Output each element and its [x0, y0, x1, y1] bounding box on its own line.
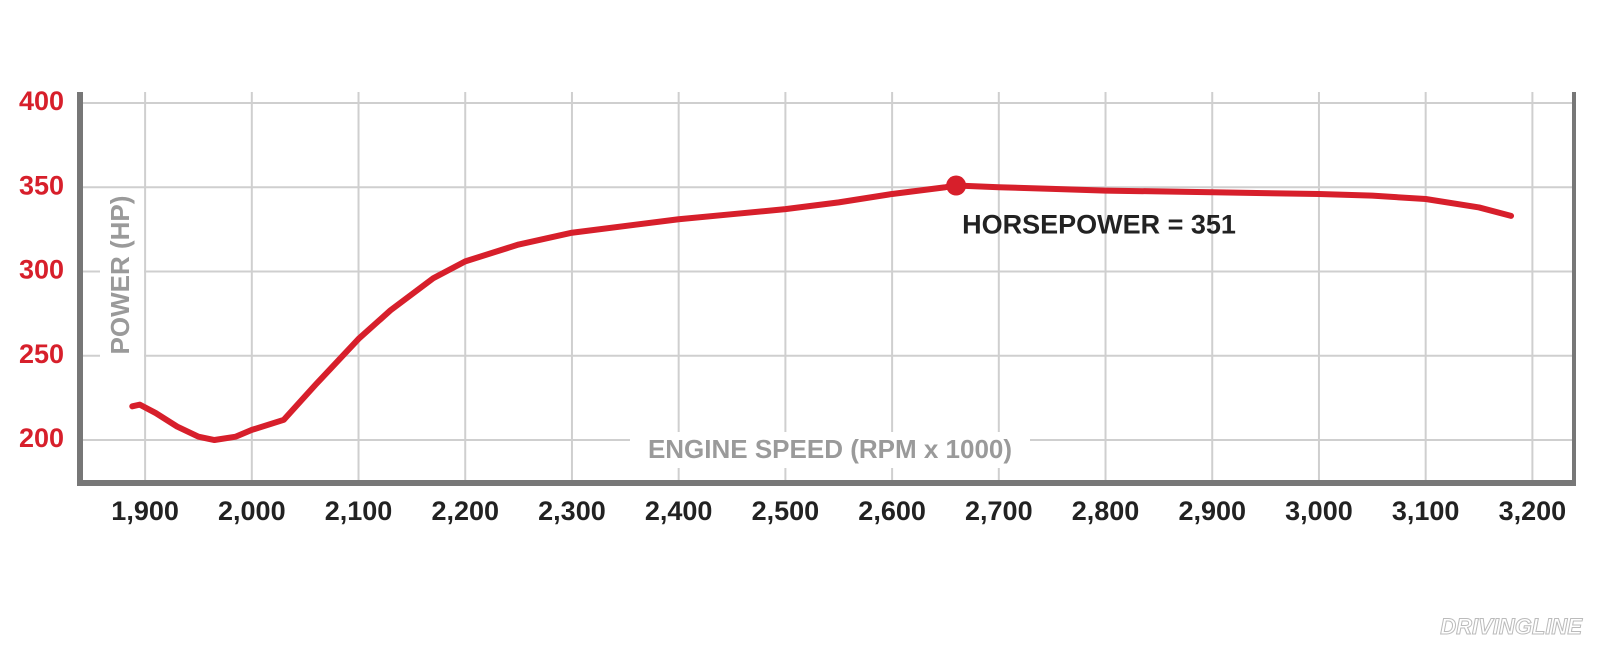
x-tick-label: 2,300 [538, 496, 606, 526]
x-tick-label: 1,900 [111, 496, 179, 526]
x-tick-label: 2,200 [431, 496, 499, 526]
y-tick-label: 300 [19, 255, 64, 285]
x-tick-label: 2,600 [858, 496, 926, 526]
x-tick-label: 2,800 [1072, 496, 1140, 526]
x-label-bg [630, 432, 1030, 468]
hp-line [129, 182, 1515, 444]
y-tick-label: 200 [19, 423, 64, 453]
x-tick-label: 2,500 [752, 496, 820, 526]
y-axis-label: POWER (HP) [105, 196, 135, 355]
y-tick-label: 400 [19, 86, 64, 116]
y-label-bg [100, 190, 144, 360]
y-tick-label: 350 [19, 170, 64, 200]
x-tick-label: 2,400 [645, 496, 713, 526]
x-tick-label: 3,100 [1392, 496, 1460, 526]
x-tick-label: 2,100 [325, 496, 393, 526]
x-tick-label: 2,000 [218, 496, 286, 526]
x-tick-label: 3,000 [1285, 496, 1353, 526]
peak-marker [946, 175, 967, 196]
x-tick-label: 2,900 [1178, 496, 1246, 526]
x-tick-label: 2,700 [965, 496, 1033, 526]
y-tick-label: 250 [19, 339, 64, 369]
x-tick-label: 3,200 [1499, 496, 1567, 526]
peak-annotation: HORSEPOWER = 351 [962, 210, 1236, 240]
x-axis-label: ENGINE SPEED (RPM x 1000) [648, 434, 1012, 464]
watermark: DRIVINGLINE [1440, 614, 1583, 639]
